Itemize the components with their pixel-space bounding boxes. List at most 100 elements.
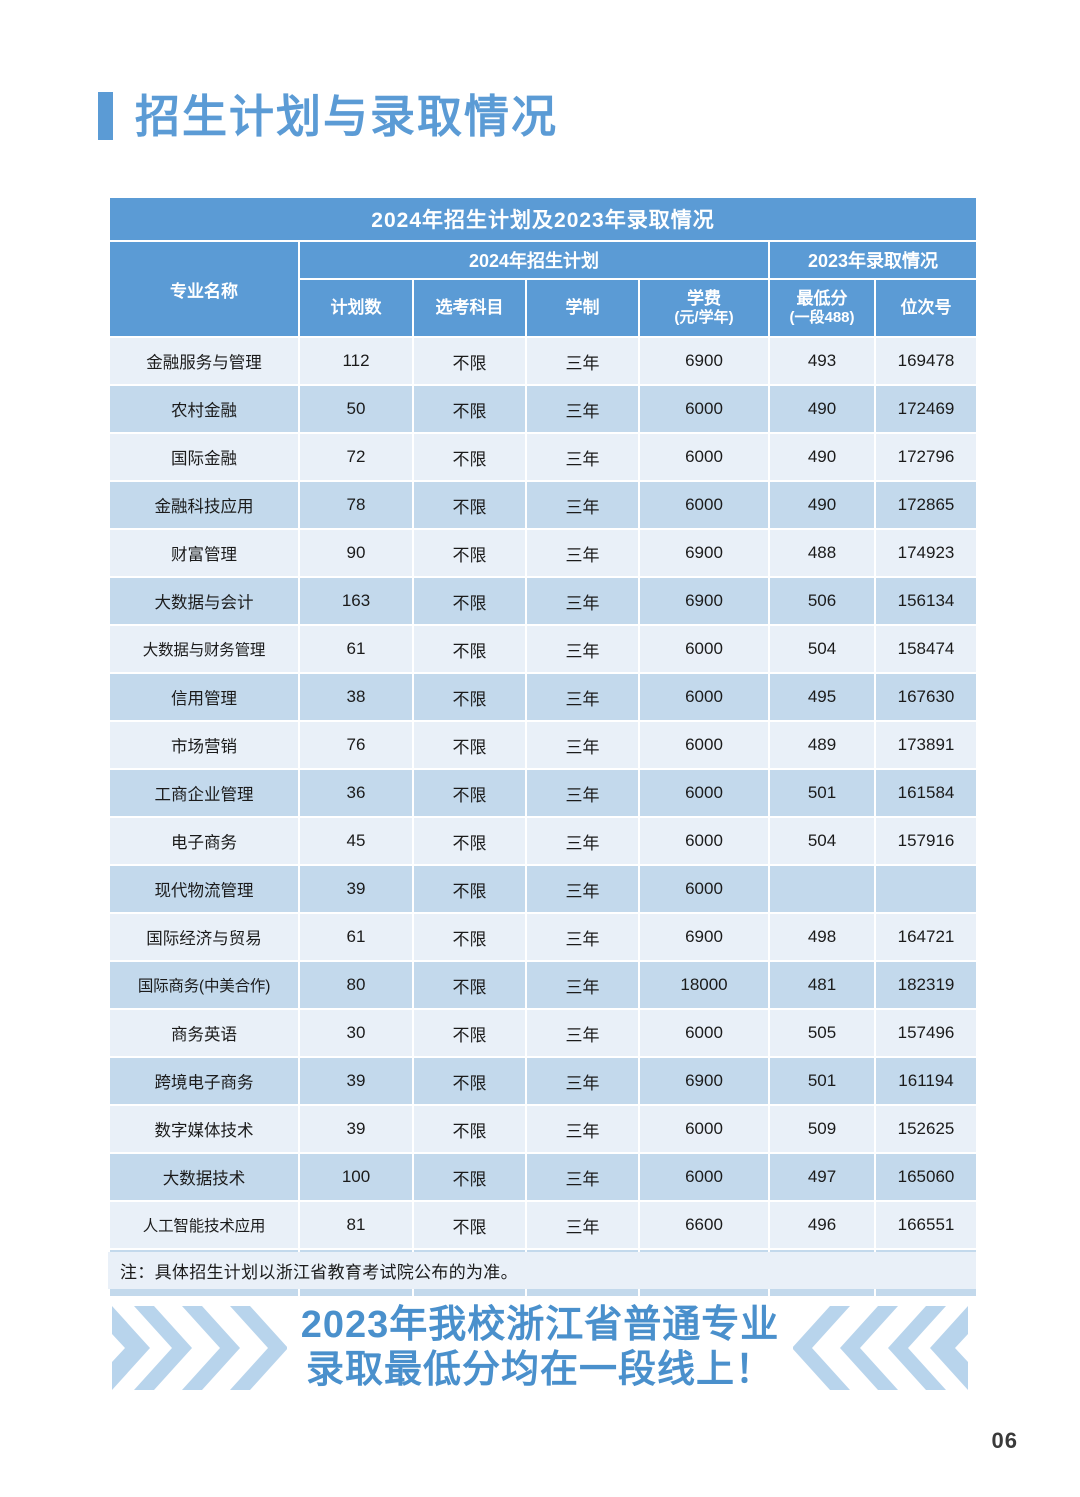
cell-rank: 161584 (873, 768, 979, 818)
cell-min-score (768, 864, 876, 914)
cell-subject: 不限 (412, 672, 527, 722)
cell-plan-count: 61 (298, 624, 414, 674)
cell-major: 国际商务(中美合作) (108, 960, 300, 1010)
cell-tuition: 6900 (638, 576, 770, 626)
cell-duration: 三年 (525, 1008, 640, 1058)
table-column-header-row: 计划数 选考科目 学制 学费 (元/学年) 最低分 (一段488) 位次号 (109, 278, 979, 338)
cell-plan-count: 112 (298, 336, 414, 386)
cell-tuition: 6000 (638, 1008, 770, 1058)
cell-subject: 不限 (412, 960, 527, 1010)
group-header-plan-2024: 2024年招生计划 (298, 240, 770, 280)
table-row: 大数据与财务管理 61 不限 三年 6000 504 158474 (108, 624, 979, 674)
cell-major: 金融服务与管理 (108, 336, 300, 386)
table-row: 金融服务与管理 112 不限 三年 6900 493 169478 (108, 336, 979, 386)
cell-rank: 157496 (873, 1008, 979, 1058)
cell-min-score: 509 (768, 1104, 876, 1154)
cell-duration: 三年 (525, 1104, 640, 1154)
cell-major: 大数据与财务管理 (108, 624, 300, 674)
cell-duration: 三年 (525, 576, 640, 626)
cell-min-score: 501 (768, 1056, 876, 1106)
admission-table-container: 2024年招生计划及2023年录取情况 专业名称 2024年招生计划 2023年… (107, 196, 979, 1298)
cell-min-score: 495 (768, 672, 876, 722)
cell-min-score: 490 (768, 432, 876, 482)
chevrons-left-icon (793, 1306, 969, 1390)
cell-tuition: 6900 (638, 912, 770, 962)
cell-subject: 不限 (412, 1104, 527, 1154)
cell-subject: 不限 (412, 768, 527, 818)
cell-major: 国际经济与贸易 (108, 912, 300, 962)
chevrons-right-icon (111, 1306, 287, 1390)
table-row: 国际金融 72 不限 三年 6000 490 172796 (108, 432, 979, 482)
table-row: 商务英语 30 不限 三年 6000 505 157496 (108, 1008, 979, 1058)
page-number: 06 (991, 1428, 1018, 1453)
cell-tuition: 6000 (638, 768, 770, 818)
column-header-min-score-sub: (一段488) (789, 309, 855, 327)
table-row: 国际商务(中美合作) 80 不限 三年 18000 481 182319 (108, 960, 979, 1010)
cell-plan-count: 39 (298, 1056, 414, 1106)
cell-min-score: 490 (768, 384, 876, 434)
cell-major: 金融科技应用 (108, 480, 300, 530)
cell-plan-count: 100 (298, 1152, 414, 1202)
cell-major: 国际金融 (108, 432, 300, 482)
table-row: 工商企业管理 36 不限 三年 6000 501 161584 (108, 768, 979, 818)
cell-tuition: 6900 (638, 1056, 770, 1106)
cell-plan-count: 163 (298, 576, 414, 626)
cell-plan-count: 78 (298, 480, 414, 530)
cell-major: 信用管理 (108, 672, 300, 722)
cell-plan-count: 39 (298, 1104, 414, 1154)
cell-major: 农村金融 (108, 384, 300, 434)
column-header-subject: 选考科目 (412, 278, 527, 338)
cell-plan-count: 61 (298, 912, 414, 962)
cell-min-score: 481 (768, 960, 876, 1010)
cell-tuition: 6000 (638, 624, 770, 674)
table-row: 人工智能技术应用 81 不限 三年 6600 496 166551 (108, 1200, 979, 1250)
admission-plan-table: 2024年招生计划及2023年录取情况 专业名称 2024年招生计划 2023年… (107, 196, 979, 1298)
cell-tuition: 6900 (638, 336, 770, 386)
cell-plan-count: 38 (298, 672, 414, 722)
cell-duration: 三年 (525, 432, 640, 482)
column-header-tuition: 学费 (元/学年) (638, 278, 770, 338)
banner-line-1: 2023年我校浙江省普通专业 (300, 1304, 780, 1347)
cell-tuition: 6900 (638, 528, 770, 578)
cell-major: 财富管理 (108, 528, 300, 578)
cell-duration: 三年 (525, 528, 640, 578)
cell-tuition: 6000 (638, 816, 770, 866)
column-header-tuition-sub: (元/学年) (674, 309, 734, 327)
cell-duration: 三年 (525, 960, 640, 1010)
cell-min-score: 493 (768, 336, 876, 386)
cell-major: 大数据与会计 (108, 576, 300, 626)
cell-major: 市场营销 (108, 720, 300, 770)
cell-plan-count: 39 (298, 864, 414, 914)
table-row: 国际经济与贸易 61 不限 三年 6900 498 164721 (108, 912, 979, 962)
column-header-duration: 学制 (525, 278, 640, 338)
table-row: 财富管理 90 不限 三年 6900 488 174923 (108, 528, 979, 578)
cell-tuition: 6000 (638, 672, 770, 722)
table-body: 金融服务与管理 112 不限 三年 6900 493 169478 农村金融 50 不限 三年 600… (108, 336, 979, 1298)
cell-subject: 不限 (412, 624, 527, 674)
cell-tuition: 18000 (638, 960, 770, 1010)
cell-duration: 三年 (525, 816, 640, 866)
cell-rank (873, 864, 979, 914)
cell-min-score: 497 (768, 1152, 876, 1202)
cell-min-score: 490 (768, 480, 876, 530)
cell-rank: 152625 (873, 1104, 979, 1154)
cell-min-score: 506 (768, 576, 876, 626)
cell-duration: 三年 (525, 720, 640, 770)
cell-subject: 不限 (412, 816, 527, 866)
table-row: 大数据与会计 163 不限 三年 6900 506 156134 (108, 576, 979, 626)
cell-rank: 157916 (873, 816, 979, 866)
column-header-plan-count: 计划数 (298, 278, 414, 338)
cell-duration: 三年 (525, 768, 640, 818)
cell-plan-count: 76 (298, 720, 414, 770)
cell-plan-count: 72 (298, 432, 414, 482)
cell-min-score: 504 (768, 816, 876, 866)
cell-tuition: 6000 (638, 1152, 770, 1202)
cell-plan-count: 81 (298, 1200, 414, 1250)
table-title: 2024年招生计划及2023年录取情况 (107, 196, 979, 242)
cell-subject: 不限 (412, 528, 527, 578)
cell-tuition: 6000 (638, 1104, 770, 1154)
cell-duration: 三年 (525, 864, 640, 914)
banner-line-2: 录取最低分均在一段线上！ (305, 1349, 774, 1391)
cell-subject: 不限 (412, 384, 527, 434)
cell-tuition: 6000 (638, 864, 770, 914)
